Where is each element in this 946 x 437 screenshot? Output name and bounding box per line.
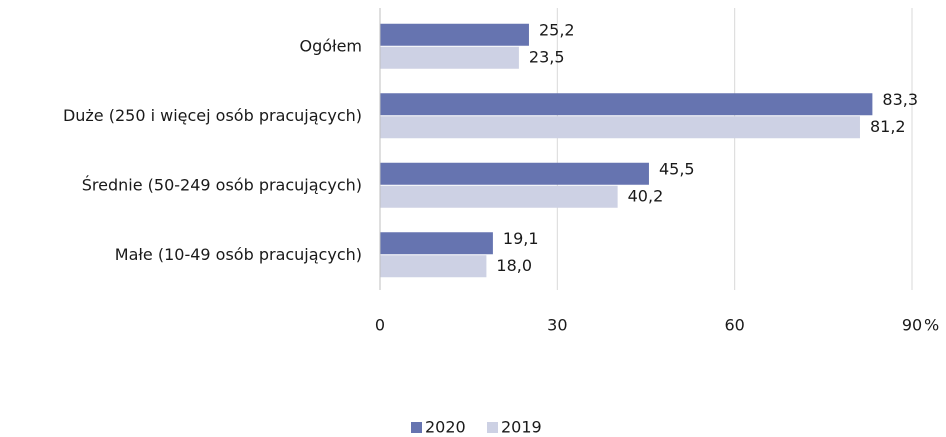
legend-swatch <box>411 422 422 433</box>
x-unit: % <box>924 316 939 335</box>
bar <box>380 232 493 255</box>
legend-label: 2020 <box>425 418 466 437</box>
value-label: 81,2 <box>870 117 906 136</box>
value-label: 19,1 <box>503 229 539 248</box>
y-tick-label: Średnie (50-249 osób pracujących) <box>82 175 362 194</box>
legend-label: 2019 <box>501 418 542 437</box>
y-tick-label: Duże (250 i więcej osób pracujących) <box>63 106 362 125</box>
bar <box>380 23 529 46</box>
value-label: 18,0 <box>496 256 532 275</box>
y-tick-label: Ogółem <box>299 36 362 55</box>
x-tick-label: 60 <box>724 316 744 335</box>
x-tick-label: 0 <box>375 316 385 335</box>
bar <box>380 185 618 208</box>
x-tick-label: 30 <box>547 316 567 335</box>
y-tick-label: Małe (10-49 osób pracujących) <box>115 245 362 264</box>
x-tick-label: 90 <box>902 316 922 335</box>
legend-swatch <box>487 422 498 433</box>
bar <box>380 46 519 69</box>
value-label: 83,3 <box>882 90 918 109</box>
value-label: 23,5 <box>529 47 565 66</box>
value-label: 40,2 <box>628 186 664 205</box>
value-label: 45,5 <box>659 159 695 178</box>
value-label: 25,2 <box>539 20 575 39</box>
bar <box>380 93 873 116</box>
bar <box>380 162 649 185</box>
bar <box>380 255 487 278</box>
bar <box>380 116 860 139</box>
